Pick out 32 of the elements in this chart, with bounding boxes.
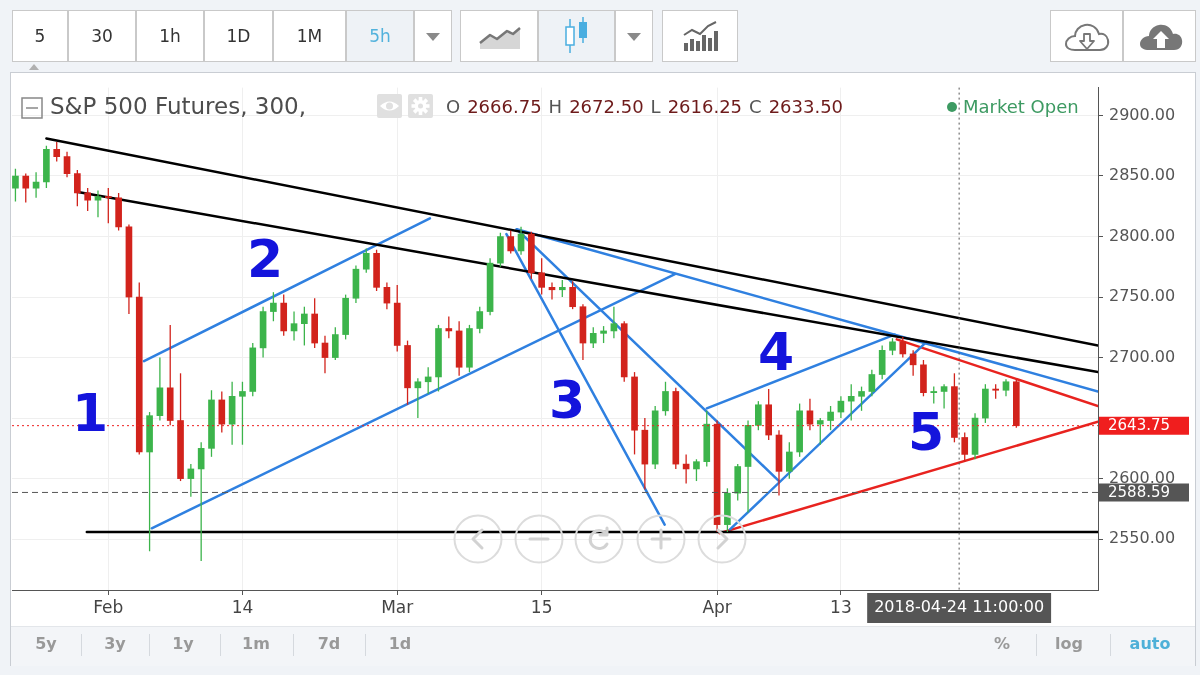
x-tick-label: Feb: [93, 596, 124, 617]
ref-line-label: 2643.75: [1108, 416, 1171, 435]
chart-title: S&P 500 Futures, 300,: [50, 93, 306, 119]
text: log: [1054, 634, 1084, 653]
text: O 2666.75 H 2672.50 L 2616.25 C 2633.50: [446, 96, 844, 117]
annotation: Market Open: [963, 96, 1079, 117]
text: 7d: [316, 634, 342, 653]
x-tick-label: Mar: [381, 596, 414, 617]
x-tick-label: 15: [530, 596, 553, 617]
annotation: 1: [70, 383, 110, 443]
text: auto: [1128, 634, 1172, 653]
y-tick-label: 2750.00: [1109, 286, 1176, 306]
y-tick-label: 2850.00: [1109, 165, 1176, 185]
text: %: [993, 634, 1011, 653]
x-tick-label: Apr: [702, 596, 732, 617]
text: 1d: [387, 634, 413, 653]
annotation: 3: [547, 370, 587, 430]
y-tick-label: 2900.00: [1109, 104, 1176, 124]
ref-line-label: 2588.59: [1108, 482, 1171, 501]
text: 5y: [34, 634, 58, 653]
annotation: 4: [756, 322, 796, 382]
y-tick-label: 2700.00: [1109, 346, 1176, 366]
text: 1y: [171, 634, 195, 653]
x-tick-label: 14: [231, 596, 254, 617]
y-tick-label: 2550.00: [1109, 528, 1176, 548]
text: 3y: [103, 634, 127, 653]
ref-line-label: 2018-04-24 11:00:00: [874, 597, 1045, 617]
x-tick-label: 13: [830, 596, 852, 617]
y-tick-label: 2800.00: [1109, 225, 1176, 245]
annotation: 5: [906, 402, 946, 462]
text: 1m: [241, 634, 271, 653]
annotation: 2: [245, 229, 285, 289]
